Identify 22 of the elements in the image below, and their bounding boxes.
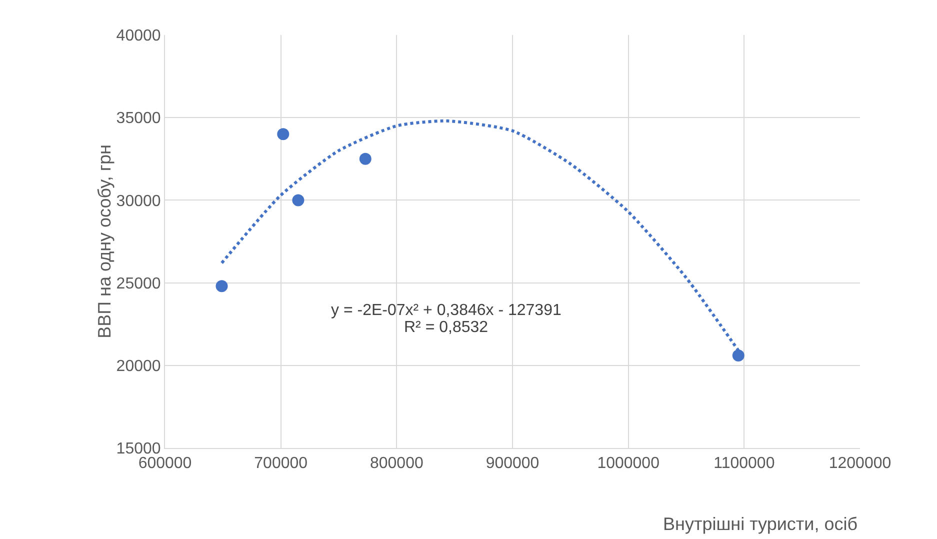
point bbox=[732, 349, 744, 362]
y-tick-label: 40000 bbox=[116, 28, 161, 45]
point bbox=[359, 152, 372, 165]
x-tick-label: 600000 bbox=[138, 455, 192, 472]
y-axis-title: ВВП на одну особу, грн bbox=[94, 144, 114, 338]
y-tick-label: 20000 bbox=[116, 358, 161, 375]
x-axis-title: Внутрішні туристи, осіб bbox=[663, 514, 858, 534]
x-tick-label: 1200000 bbox=[828, 455, 892, 472]
y-tick-label: 25000 bbox=[116, 275, 161, 292]
y-tick-label: 15000 bbox=[116, 440, 161, 458]
annotation: y = -2E-07x² + 0,3846x - 127391 bbox=[331, 302, 562, 319]
x-tick-label: 1000000 bbox=[597, 455, 660, 472]
point bbox=[216, 280, 228, 292]
x-tick-label: 1100000 bbox=[714, 455, 775, 472]
y-tick-label: 35000 bbox=[116, 110, 161, 128]
point bbox=[292, 194, 304, 206]
x-tick-label: 700000 bbox=[254, 455, 308, 472]
point bbox=[277, 128, 290, 140]
y-tick-label: 30000 bbox=[116, 192, 161, 210]
annotation: R² = 0,8532 bbox=[404, 319, 488, 336]
x-tick-label: 900000 bbox=[486, 455, 540, 472]
x-tick-label: 800000 bbox=[370, 455, 424, 472]
